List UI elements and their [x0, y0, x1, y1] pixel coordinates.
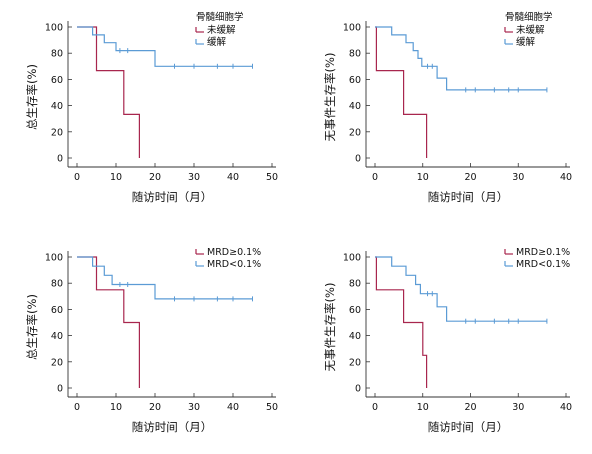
y-tick-label: 60 — [51, 75, 63, 86]
y-axis-title: 无事件生存率(%) — [323, 283, 337, 372]
km-panel-3: 0 20 40 60 80 100 0 10 20 30 40 50 随访时间（月） 总生存率(%) MRD… — [25, 247, 278, 434]
x-tick-label: 50 — [266, 172, 278, 183]
km-curve-b — [375, 26, 547, 91]
y-tick-label: 20 — [349, 127, 361, 138]
km-curve-b — [77, 26, 253, 67]
x-tick-label: 20 — [464, 402, 476, 413]
y-tick-label: 100 — [343, 253, 361, 264]
legend-symbol — [195, 249, 204, 255]
y-tick-label: 80 — [349, 49, 361, 60]
y-tick-label: 100 — [45, 23, 63, 34]
km-curve-b — [375, 256, 547, 322]
x-tick-label: 40 — [227, 402, 239, 413]
legend-label: MRD<0.1% — [207, 259, 261, 270]
y-tick-label: 0 — [57, 154, 63, 165]
x-tick-label: 20 — [464, 172, 476, 183]
x-tick-label: 10 — [417, 402, 429, 413]
x-tick-label: 0 — [74, 172, 80, 183]
x-axis-title: 随访时间（月） — [428, 420, 509, 434]
y-tick-label: 20 — [51, 357, 63, 368]
y-tick-label: 0 — [355, 384, 361, 395]
x-tick-label: 40 — [560, 172, 572, 183]
legend-label: 缓解 — [516, 36, 536, 48]
km-panel-1: 0 20 40 60 80 100 0 10 20 30 40 50 随访时间（月） 总生存率(%) 骨髓细… — [25, 11, 278, 204]
x-tick-label: 0 — [372, 402, 378, 413]
x-tick-label: 20 — [149, 402, 161, 413]
km-curve-a — [375, 256, 428, 388]
y-tick-label: 0 — [355, 154, 361, 165]
y-axis-title: 总生存率(%) — [25, 294, 39, 360]
x-tick-label: 10 — [417, 172, 429, 183]
x-tick-label: 0 — [372, 172, 378, 183]
y-tick-label: 40 — [349, 331, 361, 342]
y-axis-title: 总生存率(%) — [25, 64, 39, 130]
y-tick-label: 60 — [349, 75, 361, 86]
y-tick-label: 80 — [349, 279, 361, 290]
x-axis-title: 随访时间（月） — [132, 190, 213, 204]
x-tick-label: 30 — [188, 402, 200, 413]
y-tick-label: 80 — [51, 49, 63, 60]
y-tick-label: 0 — [57, 384, 63, 395]
y-tick-label: 20 — [51, 127, 63, 138]
legend-symbol — [504, 261, 513, 267]
x-tick-label: 30 — [512, 172, 524, 183]
km-panel-2: 0 20 40 60 80 100 0 10 20 30 40 随访时间（月） 无事件生存率(%) 骨髓细… — [323, 11, 572, 204]
y-tick-label: 40 — [51, 101, 63, 112]
km-curve-a — [77, 26, 140, 158]
y-axis-title: 无事件生存率(%) — [323, 53, 337, 142]
y-tick-label: 80 — [51, 279, 63, 290]
km-panel-4: 0 20 40 60 80 100 0 10 20 30 40 随访时间（月） 无事件生存率(%) MRD… — [323, 247, 572, 434]
legend-label: MRD≥0.1% — [516, 247, 570, 258]
legend-label: MRD≥0.1% — [207, 247, 261, 258]
x-tick-label: 30 — [188, 172, 200, 183]
y-tick-label: 60 — [349, 305, 361, 316]
y-tick-label: 100 — [343, 23, 361, 34]
y-tick-label: 40 — [51, 331, 63, 342]
x-tick-label: 50 — [266, 402, 278, 413]
x-axis-title: 随访时间（月） — [132, 420, 213, 434]
legend-label: 未缓解 — [516, 24, 545, 36]
x-tick-label: 40 — [227, 172, 239, 183]
legend-label: MRD<0.1% — [516, 259, 570, 270]
km-curve-b — [77, 256, 253, 300]
legend-symbol — [504, 249, 513, 255]
legend-label: 未缓解 — [207, 24, 236, 36]
legend-title: 骨髓细胞学 — [505, 11, 553, 23]
legend-symbol — [195, 261, 204, 267]
x-tick-label: 20 — [149, 172, 161, 183]
legend-symbol — [195, 39, 204, 45]
x-tick-label: 40 — [560, 402, 572, 413]
x-axis-title: 随访时间（月） — [428, 190, 509, 204]
y-tick-label: 40 — [349, 101, 361, 112]
y-tick-label: 100 — [45, 253, 63, 264]
km-curve-a — [77, 256, 140, 388]
legend-symbol — [504, 39, 513, 45]
legend-symbol — [504, 27, 513, 33]
x-tick-label: 30 — [512, 402, 524, 413]
legend-title: 骨髓细胞学 — [196, 11, 244, 23]
x-tick-label: 0 — [74, 402, 80, 413]
x-tick-label: 10 — [110, 172, 122, 183]
legend-label: 缓解 — [207, 36, 227, 48]
y-tick-label: 60 — [51, 305, 63, 316]
y-tick-label: 20 — [349, 357, 361, 368]
legend-symbol — [195, 27, 204, 33]
x-tick-label: 10 — [110, 402, 122, 413]
km-curve-a — [375, 26, 428, 158]
